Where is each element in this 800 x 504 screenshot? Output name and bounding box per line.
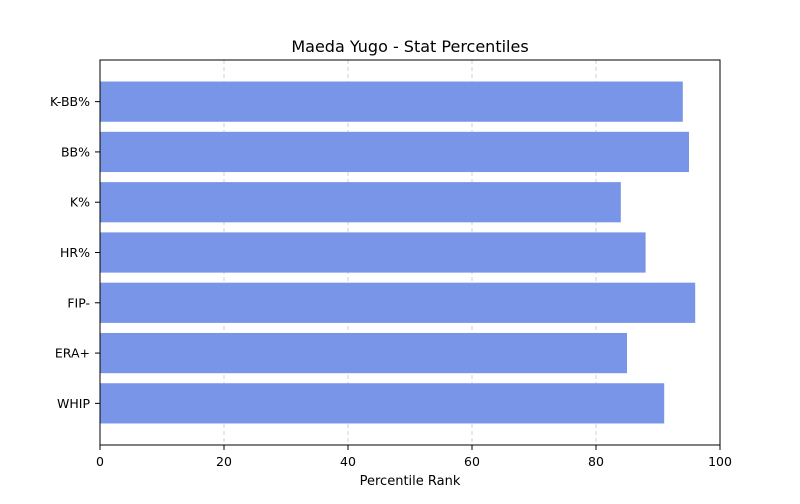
y-tick-label: FIP- (67, 295, 90, 310)
x-axis-label: Percentile Rank (360, 474, 461, 489)
x-tick-label: 0 (96, 454, 104, 469)
bar (100, 282, 696, 323)
bar (100, 232, 646, 273)
x-tick-label: 60 (464, 454, 480, 469)
bar (100, 81, 683, 122)
y-tick-label: K-BB% (50, 94, 90, 109)
bar (100, 131, 689, 173)
x-tick-label: 80 (588, 454, 604, 469)
y-tick-label: HR% (60, 245, 90, 260)
y-tick-label: BB% (61, 144, 90, 159)
x-tick-label: 40 (340, 454, 356, 469)
x-tick-label: 20 (216, 454, 232, 469)
y-tick-label: K% (70, 195, 90, 210)
chart-title: Maeda Yugo - Stat Percentiles (291, 37, 528, 56)
bar (100, 383, 665, 424)
y-axis-ticks: K-BB% BB% K% HR% FIP- ERA+ WHIP (50, 94, 100, 411)
bar (100, 332, 627, 374)
bar (100, 182, 621, 223)
bars (100, 81, 696, 424)
y-tick-label: ERA+ (55, 346, 90, 361)
x-tick-label: 100 (708, 454, 732, 469)
x-axis-ticks: 0 20 40 60 80 100 (96, 445, 732, 469)
y-tick-label: WHIP (57, 396, 90, 411)
